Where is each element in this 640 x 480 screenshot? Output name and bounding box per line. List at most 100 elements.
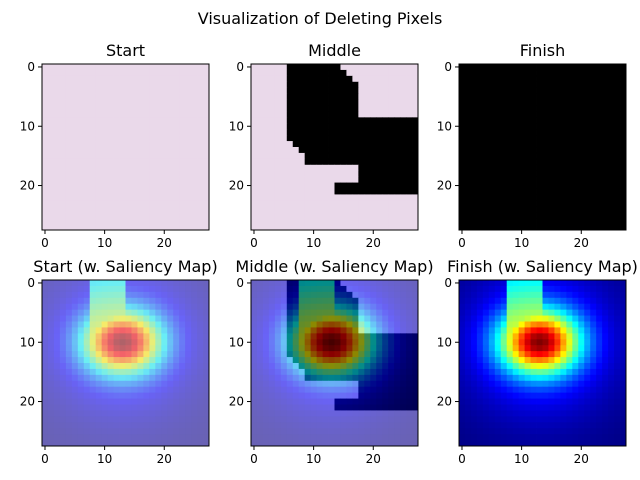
heatmap-cell — [107, 280, 114, 287]
heatmap-cell — [262, 141, 270, 148]
heatmap-cell — [620, 176, 627, 183]
heatmap-cell — [203, 327, 210, 334]
heatmap-cell — [536, 339, 543, 346]
heatmap-cell — [286, 194, 294, 201]
heatmap-cell — [620, 380, 627, 388]
heatmap-cell — [406, 434, 413, 441]
heatmap-cell — [59, 392, 67, 399]
heatmap-cell — [370, 158, 377, 166]
heatmap-cell — [470, 380, 478, 388]
heatmap-cell — [155, 398, 162, 405]
heatmap-cell — [65, 182, 73, 189]
heatmap-cell — [358, 351, 365, 358]
heatmap-cell — [382, 75, 389, 83]
heatmap-cell — [71, 440, 79, 447]
heatmap-cell — [143, 188, 150, 195]
heatmap-cell — [256, 434, 264, 441]
heatmap-cell — [203, 333, 210, 340]
heatmap-cell — [161, 147, 168, 154]
heatmap-cell — [602, 111, 609, 118]
heatmap-cell — [119, 81, 126, 89]
heatmap-cell — [173, 303, 180, 311]
heatmap-cell — [322, 93, 329, 100]
heatmap-cell — [173, 297, 180, 305]
heatmap-cell — [476, 303, 484, 311]
heatmap-cell — [149, 280, 156, 287]
heatmap-cell — [596, 416, 603, 423]
heatmap-cell — [292, 404, 300, 411]
heatmap-cell — [608, 135, 615, 142]
heatmap-cell — [602, 404, 609, 411]
heatmap-cell — [42, 158, 49, 166]
heatmap-cell — [500, 333, 508, 340]
heatmap-cell — [506, 285, 514, 293]
heatmap-cell — [256, 147, 264, 154]
heatmap-cell — [316, 117, 323, 124]
heatmap-cell — [47, 224, 55, 231]
heatmap-cell — [584, 164, 591, 172]
heatmap-cell — [89, 158, 97, 166]
heatmap-cell — [608, 303, 615, 311]
heatmap-cell — [364, 170, 371, 178]
heatmap-cell — [370, 386, 377, 394]
heatmap-cell — [476, 285, 484, 293]
heatmap-cell — [394, 368, 401, 376]
heatmap-cell — [131, 111, 138, 118]
heatmap-cell — [197, 64, 204, 71]
heatmap-cell — [251, 141, 258, 148]
heatmap-cell — [292, 200, 300, 207]
heatmap-cell — [83, 206, 91, 213]
heatmap-cell — [125, 422, 132, 429]
heatmap-cell — [113, 440, 120, 447]
heatmap-cell — [42, 170, 49, 178]
heatmap-cell — [125, 368, 132, 376]
heatmap-cell — [578, 351, 585, 358]
heatmap-cell — [620, 105, 627, 112]
heatmap-cell — [494, 188, 502, 195]
heatmap-cell — [482, 297, 490, 305]
heatmap-cell — [536, 309, 543, 316]
heatmap-cell — [304, 99, 312, 106]
heatmap-cell — [382, 105, 389, 112]
heatmap-cell — [412, 111, 419, 118]
heatmap-cell — [406, 99, 413, 106]
heatmap-cell — [131, 123, 138, 130]
heatmap-cell — [358, 224, 365, 231]
heatmap-cell — [286, 224, 294, 231]
heatmap-cell — [412, 81, 419, 89]
heatmap-cell — [608, 69, 615, 77]
heatmap-cell — [459, 117, 466, 124]
heatmap-cell — [620, 164, 627, 172]
heatmap-cell — [334, 345, 341, 352]
heatmap-cell — [292, 176, 300, 183]
heatmap-cell — [42, 333, 49, 340]
heatmap-cell — [394, 422, 401, 429]
heatmap-cell — [131, 188, 138, 195]
heatmap-cell — [388, 380, 395, 388]
heatmap-cell — [316, 170, 323, 178]
heatmap-cell — [518, 327, 525, 334]
heatmap-cell — [370, 404, 377, 411]
heatmap-cell — [251, 363, 258, 370]
heatmap-cell — [310, 188, 317, 195]
heatmap-cell — [400, 212, 407, 219]
heatmap-cell — [602, 339, 609, 346]
heatmap-cell — [542, 422, 549, 429]
heatmap-cell — [614, 434, 621, 441]
heatmap-cell — [131, 351, 138, 358]
heatmap-cell — [602, 105, 609, 112]
heatmap-cell — [578, 380, 585, 388]
heatmap-cell — [370, 309, 377, 316]
heatmap-cell — [167, 224, 174, 231]
heatmap-cell — [316, 321, 323, 328]
x-tick-label: 20 — [574, 236, 589, 250]
heatmap-cell — [262, 327, 270, 334]
heatmap-cell — [155, 176, 162, 183]
heatmap-cell — [89, 440, 97, 447]
heatmap-cell — [500, 315, 508, 322]
heatmap-cell — [71, 87, 79, 95]
heatmap-cell — [512, 105, 520, 112]
heatmap-cell — [542, 434, 549, 441]
heatmap-cell — [566, 75, 573, 83]
